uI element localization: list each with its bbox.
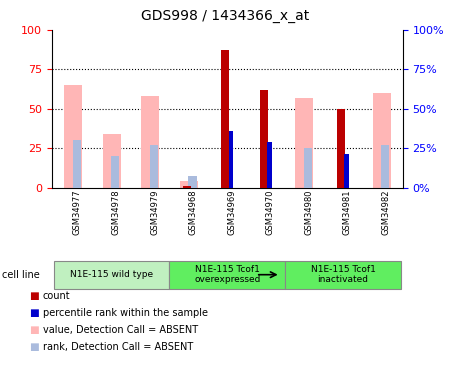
Bar: [337, 109, 345, 188]
Bar: [73, 140, 81, 188]
Text: ■: ■: [29, 291, 39, 301]
Bar: [344, 154, 349, 188]
Text: cell line: cell line: [2, 270, 40, 280]
Bar: [229, 131, 234, 188]
Bar: [150, 145, 158, 188]
Text: percentile rank within the sample: percentile rank within the sample: [43, 308, 208, 318]
Bar: [373, 93, 391, 188]
Text: GSM34979: GSM34979: [150, 189, 159, 235]
Text: GSM34978: GSM34978: [112, 189, 121, 235]
Text: GSM34982: GSM34982: [382, 189, 391, 235]
Text: GSM34968: GSM34968: [189, 189, 198, 235]
Text: rank, Detection Call = ABSENT: rank, Detection Call = ABSENT: [43, 342, 193, 352]
Text: N1E-115 Tcof1
inactivated: N1E-115 Tcof1 inactivated: [310, 265, 375, 284]
Bar: [180, 181, 198, 188]
Bar: [267, 142, 272, 188]
Bar: [221, 51, 229, 188]
Text: GSM34969: GSM34969: [227, 189, 236, 235]
Text: value, Detection Call = ABSENT: value, Detection Call = ABSENT: [43, 325, 198, 335]
Bar: [189, 177, 197, 188]
Text: GSM34980: GSM34980: [304, 189, 313, 235]
Text: ■: ■: [29, 308, 39, 318]
Text: count: count: [43, 291, 70, 301]
Text: GDS998 / 1434366_x_at: GDS998 / 1434366_x_at: [141, 9, 309, 23]
Bar: [260, 90, 268, 188]
Bar: [304, 148, 312, 188]
Text: ■: ■: [29, 325, 39, 335]
Bar: [381, 145, 389, 188]
Bar: [64, 85, 82, 188]
Bar: [141, 96, 159, 188]
Bar: [111, 156, 119, 188]
Text: GSM34970: GSM34970: [266, 189, 275, 235]
Text: GSM34977: GSM34977: [73, 189, 82, 235]
Text: GSM34981: GSM34981: [343, 189, 352, 235]
Text: N1E-115 Tcof1
overexpressed: N1E-115 Tcof1 overexpressed: [194, 265, 261, 284]
Bar: [103, 134, 121, 188]
Bar: [295, 98, 313, 188]
Bar: [183, 186, 191, 188]
Text: N1E-115 wild type: N1E-115 wild type: [70, 270, 153, 279]
Text: ■: ■: [29, 342, 39, 352]
